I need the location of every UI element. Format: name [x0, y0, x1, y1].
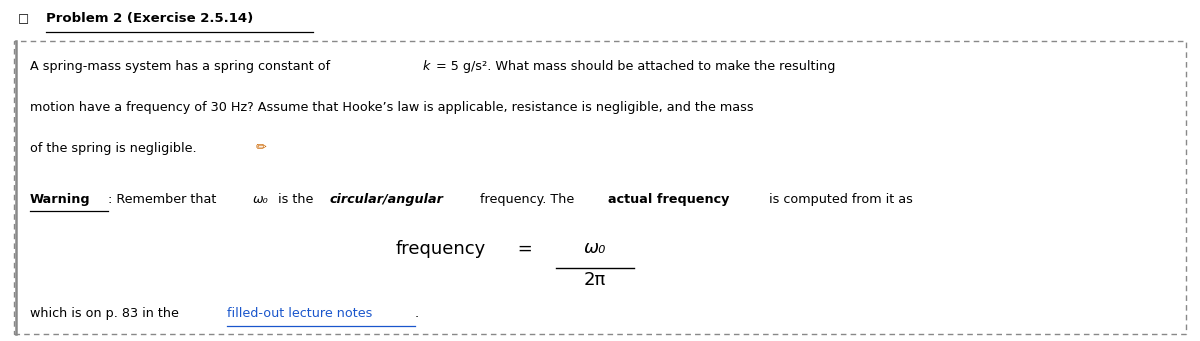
Text: circular/angular: circular/angular	[330, 193, 443, 206]
Text: ✏: ✏	[256, 142, 266, 154]
Text: motion have a frequency of 30 Hz? Assume that Hooke’s law is applicable, resista: motion have a frequency of 30 Hz? Assume…	[30, 101, 754, 114]
Text: = 5 g/s². What mass should be attached to make the resulting: = 5 g/s². What mass should be attached t…	[432, 60, 835, 73]
Text: □: □	[18, 12, 29, 25]
Text: ω₀: ω₀	[583, 239, 606, 257]
Text: .: .	[415, 307, 419, 320]
Text: 2π: 2π	[583, 271, 606, 289]
Text: frequency. The: frequency. The	[476, 193, 578, 206]
Text: Warning: Warning	[30, 193, 91, 206]
Text: Problem 2 (Exercise 2.5.14): Problem 2 (Exercise 2.5.14)	[46, 12, 253, 25]
Text: =: =	[512, 240, 539, 258]
Text: frequency: frequency	[396, 240, 486, 258]
Text: is computed from it as: is computed from it as	[766, 193, 913, 206]
Text: actual frequency: actual frequency	[608, 193, 730, 206]
Text: A spring-mass system has a spring constant of: A spring-mass system has a spring consta…	[30, 60, 334, 73]
Text: ω₀: ω₀	[253, 193, 269, 206]
Text: filled-out lecture notes: filled-out lecture notes	[227, 307, 373, 320]
Text: is the: is the	[274, 193, 317, 206]
Text: : Remember that: : Remember that	[108, 193, 221, 206]
Text: which is on p. 83 in the: which is on p. 83 in the	[30, 307, 182, 320]
Text: of the spring is negligible.: of the spring is negligible.	[30, 142, 205, 154]
Text: k: k	[422, 60, 430, 73]
